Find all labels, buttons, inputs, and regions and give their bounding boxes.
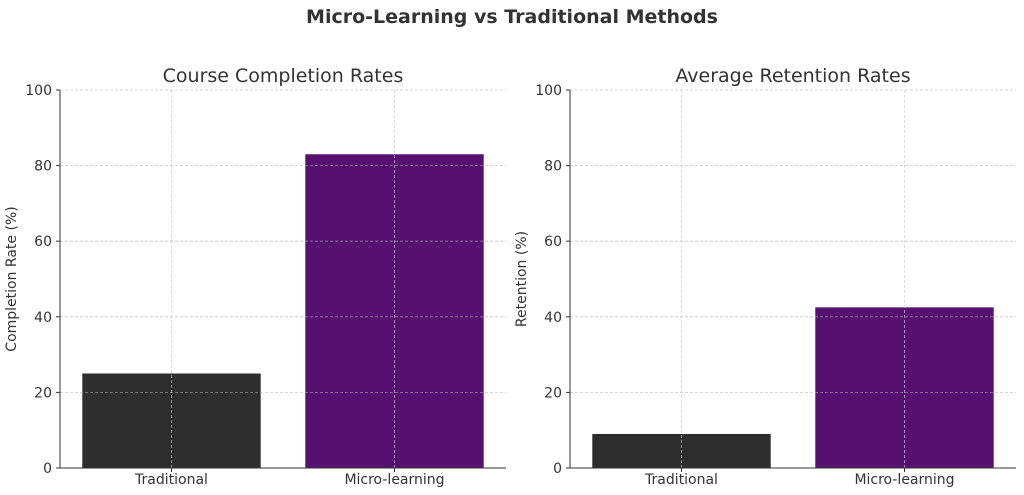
- y-tick-label: 100: [25, 83, 52, 99]
- x-tick-label: Micro-learning: [854, 472, 954, 488]
- y-tick-label: 20: [34, 385, 52, 401]
- panel-title: Average Retention Rates: [675, 65, 910, 87]
- y-tick-label: 100: [535, 83, 562, 99]
- y-axis-label: Retention (%): [514, 231, 530, 327]
- y-axis-label: Completion Rate (%): [4, 206, 20, 351]
- y-tick-label: 0: [43, 461, 52, 477]
- y-tick-label: 60: [34, 234, 52, 250]
- y-tick-label: 80: [544, 159, 562, 175]
- panel-title: Course Completion Rates: [163, 65, 404, 87]
- y-tick-label: 80: [34, 159, 52, 175]
- x-tick-label: Traditional: [134, 472, 208, 488]
- completion-rate-chart: 0 20 40 60 80 100 Traditional Micro-learning Cou…: [4, 65, 506, 488]
- figure-title: Micro-Learning vs Traditional Methods: [306, 6, 718, 28]
- y-tick-label: 0: [553, 461, 562, 477]
- x-tick-label: Micro-learning: [344, 472, 444, 488]
- retention-rate-chart: 0 20 40 60 80 100 Traditional Micro-learning Ave…: [514, 65, 1016, 488]
- y-tick-label: 40: [544, 310, 562, 326]
- y-tick-label: 60: [544, 234, 562, 250]
- y-tick-label: 20: [544, 385, 562, 401]
- x-tick-label: Traditional: [644, 472, 718, 488]
- y-tick-label: 40: [34, 310, 52, 326]
